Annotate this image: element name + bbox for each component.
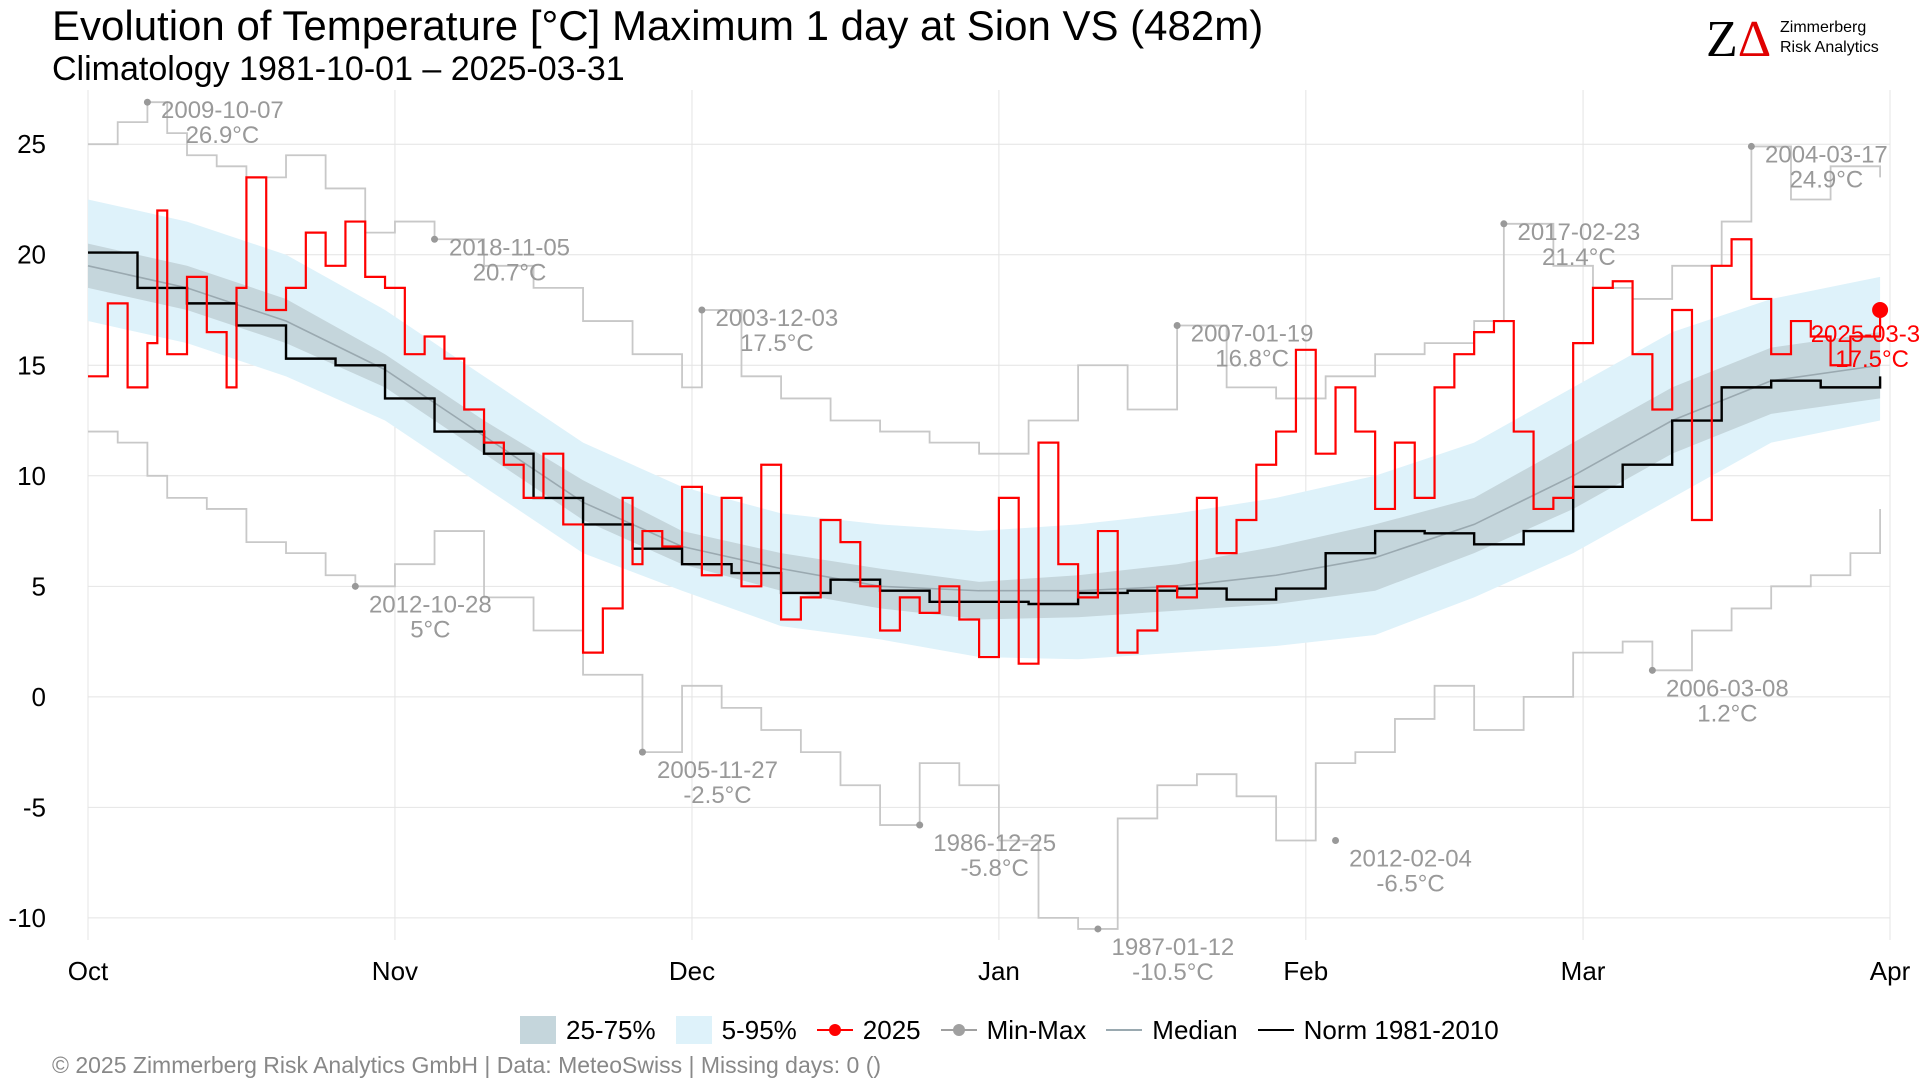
x-tick-label: Oct <box>68 956 109 986</box>
current-point <box>1872 302 1889 318</box>
logo-text-line2: Risk Analytics <box>1780 39 1879 56</box>
series-2025 <box>88 176 1882 665</box>
band-25-75 <box>88 243 1881 620</box>
record-date-label: 2009-10-07 <box>161 97 284 124</box>
legend-key-iqr <box>520 1016 556 1044</box>
chart-legend: 25-75% 5-95% 2025 Min-Max Median Norm 19… <box>520 1012 1519 1048</box>
percentile-bands <box>88 199 1881 660</box>
annotation-points <box>143 98 1889 933</box>
y-tick-label: 5 <box>32 571 46 601</box>
record-value-label: 20.7°C <box>473 259 547 286</box>
record-value-label: -5.8°C <box>961 855 1029 882</box>
record-date-label: 2012-10-28 <box>369 591 492 618</box>
record-date-label: 2004-03-17 <box>1765 141 1888 168</box>
current-value-label: 17.5°C <box>1835 346 1909 373</box>
record-date-label: 2003-12-03 <box>715 305 838 332</box>
record-date-label: 2017-02-23 <box>1517 219 1640 246</box>
y-tick-label: 20 <box>17 240 46 270</box>
record-value-label: -10.5°C <box>1132 959 1214 986</box>
chart-title: Evolution of Temperature [°C] Maximum 1 … <box>52 2 1264 49</box>
record-point <box>1747 142 1755 150</box>
series-norm-1981-2010 <box>88 251 1882 606</box>
x-tick-label: Dec <box>669 956 715 986</box>
record-date-label: 2012-02-04 <box>1349 846 1472 873</box>
x-tick-label: Jan <box>978 956 1020 986</box>
record-point <box>1094 925 1102 933</box>
company-logo: ZΔ Zimmerberg Risk Analytics <box>1706 10 1906 70</box>
legend-item-p595: 5-95% <box>675 1015 797 1046</box>
series-lines <box>87 101 1882 930</box>
x-tick-label: Nov <box>372 956 418 986</box>
x-tick-label: Feb <box>1283 956 1328 986</box>
x-tick-label: Apr <box>1870 956 1911 986</box>
legend-item-2025: 2025 <box>816 1015 921 1046</box>
record-point <box>351 582 359 590</box>
record-point <box>638 748 646 756</box>
y-tick-label: 0 <box>32 682 46 712</box>
record-point <box>1648 666 1656 674</box>
record-date-label: 2018-11-05 <box>449 234 570 261</box>
record-point <box>1500 220 1508 228</box>
record-date-label: 2007-01-19 <box>1191 320 1314 347</box>
record-date-label: 1986-12-25 <box>933 830 1056 857</box>
y-tick-label: -5 <box>23 792 46 822</box>
record-point <box>431 235 439 243</box>
y-tick-label: 15 <box>17 350 46 380</box>
record-value-label: 16.8°C <box>1215 345 1289 372</box>
legend-key-minmax <box>940 1016 977 1044</box>
record-date-label: 1987-01-12 <box>1112 934 1235 961</box>
record-date-label: 2005-11-27 <box>657 757 778 784</box>
legend-item-norm: Norm 1981-2010 <box>1257 1015 1499 1046</box>
legend-key-p595 <box>675 1016 712 1044</box>
record-value-label: 17.5°C <box>740 330 814 357</box>
legend-key-median <box>1106 1016 1143 1044</box>
record-date-label: 2006-03-08 <box>1666 675 1789 702</box>
x-tick-label: Mar <box>1561 956 1606 986</box>
series-max <box>88 101 1881 455</box>
logo-mark: ZΔ <box>1706 11 1772 68</box>
axis-labels: -10 -5 0 5 10 15 20 25 Oct Nov Dec Jan Feb Mar Apr <box>8 129 1910 986</box>
record-point <box>698 306 706 314</box>
current-date-label: 2025-03-31 <box>1811 321 1920 348</box>
record-value-label: 26.9°C <box>186 122 260 149</box>
record-value-label: -6.5°C <box>1376 871 1444 898</box>
record-value-label: -2.5°C <box>683 782 751 809</box>
legend-key-norm <box>1257 1016 1294 1044</box>
legend-item-minmax: Min-Max <box>940 1015 1086 1046</box>
y-tick-label: 10 <box>17 461 46 491</box>
legend-item-median: Median <box>1106 1015 1238 1046</box>
record-value-label: 1.2°C <box>1697 700 1757 727</box>
series-min <box>88 430 1881 930</box>
y-tick-label: -10 <box>8 903 46 933</box>
logo-text-line1: Zimmerberg <box>1780 19 1867 36</box>
record-point <box>1332 837 1340 845</box>
copyright-caption: © 2025 Zimmerberg Risk Analytics GmbH | … <box>52 1052 882 1078</box>
record-point <box>1173 321 1181 329</box>
record-value-label: 21.4°C <box>1542 244 1616 271</box>
record-point <box>143 98 151 106</box>
record-value-label: 5°C <box>410 616 450 643</box>
legend-key-2025 <box>816 1016 853 1044</box>
chart-subtitle: Climatology 1981-10-01 – 2025-03-31 <box>52 50 625 88</box>
legend-item-iqr: 25-75% <box>520 1015 656 1046</box>
y-tick-label: 25 <box>17 129 46 159</box>
record-value-label: 24.9°C <box>1790 166 1864 193</box>
record-point <box>916 821 924 829</box>
